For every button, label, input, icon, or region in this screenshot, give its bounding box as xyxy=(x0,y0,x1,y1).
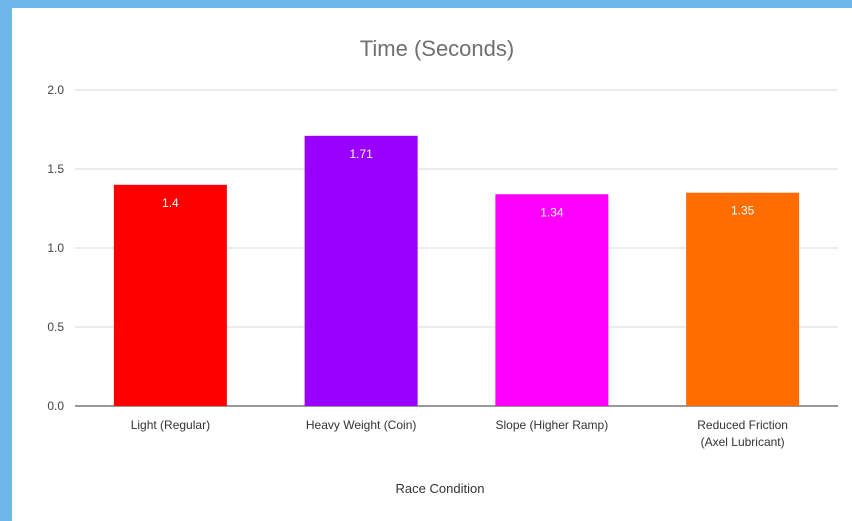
chart-title: Time (Seconds) xyxy=(360,36,514,61)
bar xyxy=(304,135,418,406)
bars: 1.4 1.71 1.34 1.35 xyxy=(113,135,800,406)
bar-chart: Time (Seconds) 0.00.51.01.52.0 1.41.711.… xyxy=(47,36,838,496)
bar xyxy=(495,194,609,406)
bar-value-label: 1.35 xyxy=(731,204,755,218)
y-tick-label: 0.5 xyxy=(47,320,64,334)
y-tick-label: 1.5 xyxy=(47,162,64,176)
y-tick-label: 1.0 xyxy=(47,241,64,255)
x-category-label: Heavy Weight (Coin) xyxy=(306,418,416,432)
x-category-label: Light (Regular) xyxy=(131,418,210,432)
bar-value-label: 1.71 xyxy=(349,147,373,161)
x-axis-label: Race Condition xyxy=(396,481,485,496)
bar xyxy=(113,184,227,406)
bar-value-label: 1.4 xyxy=(162,196,179,210)
x-category-label: Reduced Friction (Axel Lubricant) xyxy=(697,418,788,449)
y-tick-label: 0.0 xyxy=(47,399,64,413)
y-axis-ticks: 0.0 0.5 1.0 1.5 2.0 xyxy=(47,83,64,413)
y-tick-label: 2.0 xyxy=(47,83,64,97)
bar-value-label: 1.34 xyxy=(540,205,564,219)
chart-frame: Time (Seconds) 0.0 0.5 1.0 1.5 2.0 1.4 1.71 1.… xyxy=(12,8,852,521)
x-category-label: Slope (Higher Ramp) xyxy=(496,418,609,432)
x-axis-categories: Light (Regular) Heavy Weight (Coin) Slope … xyxy=(131,418,788,449)
bar xyxy=(686,192,800,406)
